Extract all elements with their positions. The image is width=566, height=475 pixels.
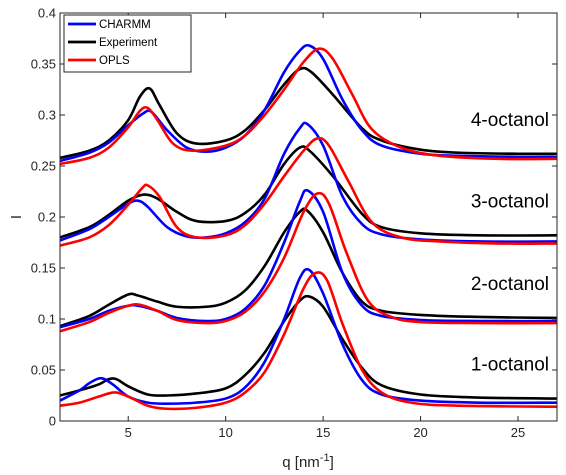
x-tick-label: 25 xyxy=(511,425,525,440)
y-tick-label: 0.15 xyxy=(31,261,56,276)
ticks-layer: 5 10 15 20 25 0 0.05 0.1 0.15 0.2 0.25 0.3 0.35 0.4 xyxy=(31,6,557,440)
curve-label-2-octanol: 2-octanol xyxy=(471,274,549,295)
y-tick-label: 0.4 xyxy=(38,6,56,21)
series-line-3-octanol-charmm xyxy=(59,121,558,243)
y-tick-label: 0.35 xyxy=(31,57,56,72)
x-tick-label: 20 xyxy=(413,425,427,440)
curve-label-3-octanol: 3-octanol xyxy=(471,191,549,212)
x-axis-label: q [nm-1] xyxy=(282,452,333,471)
y-tick-label: 0.05 xyxy=(31,363,56,378)
legend-label-opls: OPLS xyxy=(99,55,130,67)
curve-label-1-octanol: 1-octanol xyxy=(471,355,549,376)
y-tick-label: 0.25 xyxy=(31,159,56,174)
curves-layer xyxy=(59,43,558,411)
x-axis-label-end: ] xyxy=(330,454,334,471)
legend-items: CHARMM Experiment OPLS xyxy=(68,19,158,67)
curve-labels-layer: 4-octanol 3-octanol 2-octanol 1-octanol xyxy=(471,110,549,376)
y-tick-label: 0.2 xyxy=(38,210,56,225)
series-line-4-octanol-experiment xyxy=(59,66,558,160)
y-tick-label: 0.1 xyxy=(38,312,56,327)
series-line-1-octanol-charmm xyxy=(59,267,558,405)
series-line-1-octanol-experiment xyxy=(59,294,558,400)
series-line-3-octanol-opls xyxy=(59,136,558,247)
legend-label-experiment: Experiment xyxy=(99,37,158,49)
series-line-4-octanol-opls xyxy=(59,47,558,166)
y-tick-label: 0 xyxy=(49,414,56,429)
series-line-1-octanol-opls xyxy=(59,271,558,411)
x-tick-label: 15 xyxy=(316,425,330,440)
x-axis-label-main: q [nm xyxy=(282,454,320,471)
x-tick-label: 10 xyxy=(218,425,232,440)
legend: CHARMM Experiment OPLS xyxy=(63,14,192,73)
curve-label-4-octanol: 4-octanol xyxy=(471,110,549,131)
y-axis-label: I xyxy=(8,215,25,219)
x-axis-label-sup: -1 xyxy=(320,452,330,464)
series-line-2-octanol-experiment xyxy=(59,207,558,328)
series-line-3-octanol-experiment xyxy=(59,145,558,239)
y-tick-label: 0.3 xyxy=(38,108,56,123)
x-tick-label: 5 xyxy=(125,425,132,440)
legend-label-charmm: CHARMM xyxy=(99,19,151,31)
series-line-4-octanol-charmm xyxy=(59,43,558,163)
series-line-2-octanol-opls xyxy=(59,191,558,333)
